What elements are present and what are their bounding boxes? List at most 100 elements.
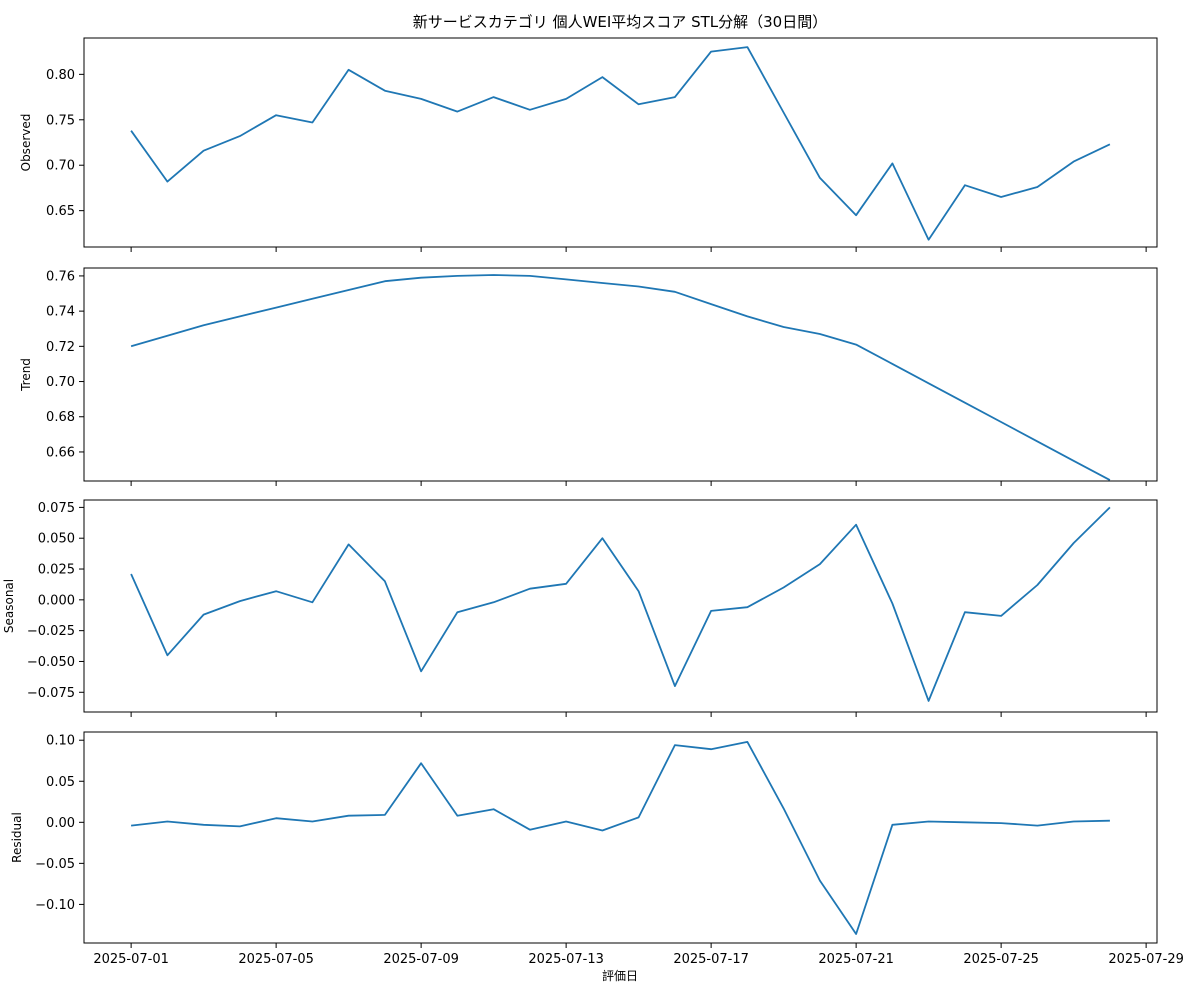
data-point [746,46,749,49]
data-point [673,290,676,293]
panel-seasonal: −0.075 −0.050 −0.025 0.000 0.025 0.050 0.075 Se… [2,499,1158,717]
data-point [601,281,604,284]
chart-title: 新サービスカテゴリ 個人WEI平均スコア STL分解（30日間） [413,13,827,31]
data-point [1036,440,1039,443]
y-tick-label: 0.76 [46,269,75,284]
data-point [710,748,713,751]
x-axis-label: 評価日 [602,968,638,983]
data-point [565,278,568,281]
data-point [1108,506,1111,509]
y-tick-label: 0.075 [38,501,75,516]
data-point [565,820,568,823]
data-point [927,699,930,702]
panel-frame [83,267,1158,482]
y-tick-label: 0.70 [46,375,75,390]
y-tick-label: −0.05 [35,857,75,872]
data-point [1036,186,1039,189]
data-point [456,611,459,614]
x-tick-label: 2025-07-09 [383,952,459,967]
data-point [456,814,459,817]
y-axis-label-observed: Observed [19,114,33,172]
y-tick-label: 0.75 [46,113,75,128]
data-point [238,315,241,318]
data-point [202,823,205,826]
x-tick-label: 2025-07-05 [238,952,314,967]
y-tick-label: 0.72 [46,340,75,355]
data-point [347,814,350,817]
data-point [166,820,169,823]
panel-frame [83,37,1158,248]
panel-frame [83,499,1158,713]
data-point [637,816,640,819]
y-tick-label: 0.74 [46,305,75,320]
data-point [166,334,169,337]
data-point [1000,421,1003,424]
data-point [782,807,785,810]
data-point [673,96,676,99]
data-point [565,97,568,100]
y-tick-label: 0.05 [46,775,75,790]
data-point [855,523,858,526]
data-point [311,820,314,823]
data-point [130,824,133,827]
data-point [601,76,604,79]
data-point [528,274,531,277]
data-point [492,601,495,604]
panel-frame [83,731,1158,944]
data-point [1036,584,1039,587]
data-point [710,609,713,612]
data-point [782,111,785,114]
data-point [311,297,314,300]
data-point [275,817,278,820]
data-point [1000,196,1003,199]
data-point [1072,820,1075,823]
data-point [492,808,495,811]
data-point [963,401,966,404]
y-tick-label: −0.050 [27,655,75,670]
x-tick-label: 2025-07-01 [93,952,169,967]
data-point [818,333,821,336]
data-point [1108,143,1111,146]
y-tick-label: 0.025 [38,563,75,578]
data-point [130,572,133,575]
data-point [528,108,531,111]
data-point [673,685,676,688]
y-tick-label: 0.050 [38,532,75,547]
y-tick-label: 0.68 [46,410,75,425]
data-point [202,324,205,327]
data-point [166,654,169,657]
data-point [855,343,858,346]
data-point [927,238,930,241]
data-point [238,825,241,828]
panel-observed: 0.65 0.70 0.75 0.80 Observed [19,37,1158,252]
data-point [637,103,640,106]
data-point [275,306,278,309]
data-point [818,879,821,882]
y-tick-label: 0.70 [46,159,75,174]
x-tick-label: 2025-07-29 [1108,952,1184,967]
data-point [565,582,568,585]
data-point [456,110,459,113]
data-point [927,382,930,385]
data-point [202,149,205,152]
y-tick-label: −0.075 [27,686,75,701]
data-point [130,129,133,132]
data-point [492,96,495,99]
data-point [637,590,640,593]
data-point [383,580,386,583]
x-tick-label: 2025-07-13 [528,952,604,967]
y-tick-label: 0.65 [46,204,75,219]
series-line-residual [130,741,1110,935]
y-tick-label: 0.000 [38,593,75,608]
data-point [1108,819,1111,822]
y-axis-label-trend: Trend [19,358,33,392]
data-point [347,68,350,71]
data-point [1072,160,1075,163]
data-point [855,214,858,217]
data-point [1072,459,1075,462]
data-point [601,829,604,832]
data-point [782,325,785,328]
series-line-seasonal [130,506,1111,702]
